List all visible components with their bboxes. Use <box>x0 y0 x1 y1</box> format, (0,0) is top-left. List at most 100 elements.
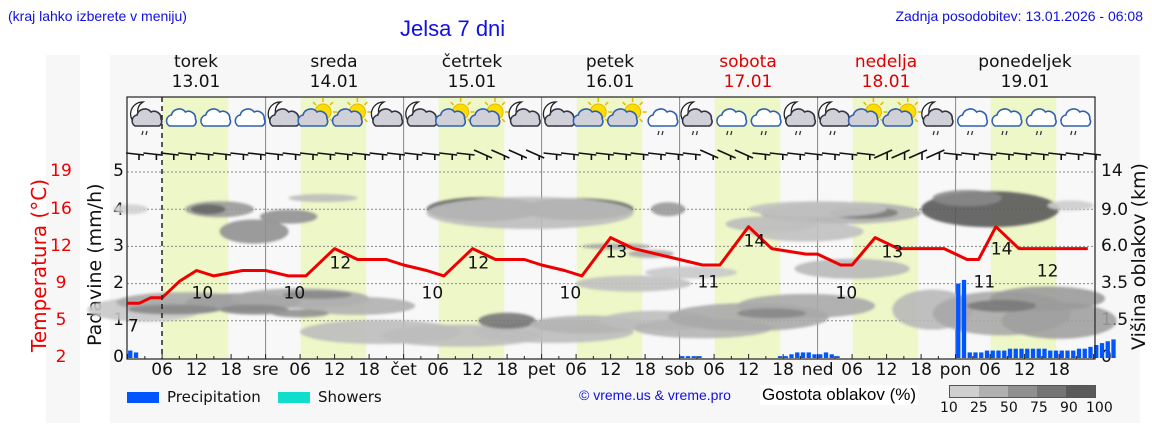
svg-text:11: 11 <box>974 273 996 293</box>
x-tick-label: pet <box>527 360 556 380</box>
cloud-rain-icon <box>647 108 679 136</box>
sun-cloud-icon <box>572 98 613 127</box>
night-cloudy-icon <box>267 101 301 127</box>
x-tick-label: 06 <box>979 360 1001 380</box>
day-name: četrtek <box>441 52 503 72</box>
cloud-rain-icon <box>750 108 782 136</box>
svg-text:10: 10 <box>422 283 444 303</box>
day-header-1: sreda 14.01 <box>274 52 394 92</box>
x-tick-label: 18 <box>910 360 932 380</box>
x-tick-label: 06 <box>427 360 449 380</box>
night-rain-icon <box>817 101 851 136</box>
x-tick-label: 12 <box>1013 360 1036 380</box>
x-tick-label: 18 <box>496 360 518 380</box>
svg-text:14: 14 <box>744 232 766 252</box>
showers-swatch <box>278 391 310 403</box>
temp-tick: 9 <box>55 273 67 293</box>
sun-cloud-icon <box>606 98 647 127</box>
day-header-4: sobota 17.01 <box>688 52 808 92</box>
sun-cloud-icon <box>331 98 372 127</box>
x-tick-label: 18 <box>358 360 380 380</box>
wind-barbs <box>125 149 1102 160</box>
svg-text:13: 13 <box>882 243 904 263</box>
x-tick-label: 06 <box>565 360 587 380</box>
cloudy-icon <box>234 108 266 127</box>
legend-showers: Showers <box>278 388 382 406</box>
x-tick-label: 12 <box>323 360 346 380</box>
day-date: 14.01 <box>309 72 359 92</box>
x-tick-label: 12 <box>737 360 760 380</box>
last-update: Zadnja posodobitev: 13.01.2026 - 06:08 <box>895 8 1143 24</box>
day-date: 15.01 <box>447 72 497 92</box>
sun-cloud-icon <box>297 98 337 127</box>
precip-tick: 0 <box>113 347 124 367</box>
cloud-height-tick: 3.5 <box>1101 273 1129 293</box>
cloud-density-scale <box>949 385 1096 398</box>
precipitation-bars <box>128 279 1116 358</box>
temp-tick: 5 <box>55 310 67 330</box>
region-hint[interactable]: (kraj lahko izberete v meniju) <box>8 8 187 24</box>
copyright-link[interactable]: © vreme.us & vreme.pro <box>579 387 731 403</box>
temp-axis-panel <box>46 55 80 423</box>
night-cloudy-icon <box>370 101 404 127</box>
day-header-6: ponedeljek 19.01 <box>965 52 1085 92</box>
night-cloudy-icon <box>508 101 541 127</box>
night-rain-icon <box>921 101 954 136</box>
x-tick-label: 12 <box>185 360 208 380</box>
svg-text:10: 10 <box>284 283 306 303</box>
cloud-scale-label: 50 <box>1000 400 1018 416</box>
day-date: 17.01 <box>723 72 773 92</box>
day-header-0: torek 13.01 <box>136 52 256 92</box>
showers-label: Showers <box>318 388 382 406</box>
night-rain-icon <box>783 101 817 136</box>
cloud-height-tick: 9.0 <box>1101 200 1129 220</box>
x-tick-label: ned <box>801 360 834 380</box>
night-rain-icon <box>129 101 163 136</box>
svg-text:14: 14 <box>991 240 1013 260</box>
svg-text:12: 12 <box>468 254 490 274</box>
x-tick-label: sob <box>664 360 695 380</box>
cloud-rain-icon <box>956 108 989 136</box>
day-name: ponedeljek <box>978 52 1072 72</box>
day-header-2: četrtek 15.01 <box>412 52 532 92</box>
day-date: 16.01 <box>585 72 635 92</box>
precipitation-label: Precipitation <box>167 388 261 406</box>
precip-tick: 5 <box>113 161 124 181</box>
cloud-rain-icon <box>716 108 748 136</box>
night-rain-icon <box>680 101 713 136</box>
cloud-scale-label: 10 <box>940 400 958 416</box>
day-name: petek <box>585 52 635 72</box>
temperature-labels: 7 10 10 12 10 12 10 13 11 14 10 13 11 14 12 <box>128 232 1058 337</box>
sun-cloud-icon <box>434 98 475 127</box>
cloud-height-tick: 14 <box>1101 161 1123 181</box>
x-tick-label: 06 <box>703 360 725 380</box>
svg-text:12: 12 <box>330 254 352 274</box>
x-tick-label: 18 <box>772 360 794 380</box>
svg-text:12: 12 <box>1037 262 1059 282</box>
day-date: 19.01 <box>1000 72 1050 92</box>
x-tick-label: 12 <box>875 360 898 380</box>
svg-text:10: 10 <box>836 283 858 303</box>
cloud-scale-label: 25 <box>970 400 988 416</box>
legend-precipitation: Precipitation <box>127 388 261 406</box>
day-name: torek <box>174 52 218 72</box>
day-header-3: petek 16.01 <box>550 52 670 92</box>
temp-tick: 19 <box>50 161 72 181</box>
temperature-line <box>127 225 1088 305</box>
x-tick-label: 06 <box>841 360 863 380</box>
cloudy-icon <box>165 108 197 127</box>
day-date: 18.01 <box>861 72 911 92</box>
x-tick-label: sre <box>252 360 279 380</box>
night-cloudy-icon <box>405 101 438 127</box>
cloud-height-tick: 6.0 <box>1101 236 1129 256</box>
x-tick-label: pon <box>939 360 972 380</box>
cloud-scale-label: 90 <box>1060 400 1078 416</box>
day-name: sobota <box>719 52 777 72</box>
cloud-rain-icon <box>991 108 1023 136</box>
svg-text:13: 13 <box>606 243 628 263</box>
x-tick-label: 06 <box>289 360 311 380</box>
x-tick-label: 12 <box>461 360 484 380</box>
svg-text:11: 11 <box>698 273 720 293</box>
cloud-density-layer <box>87 190 1117 347</box>
